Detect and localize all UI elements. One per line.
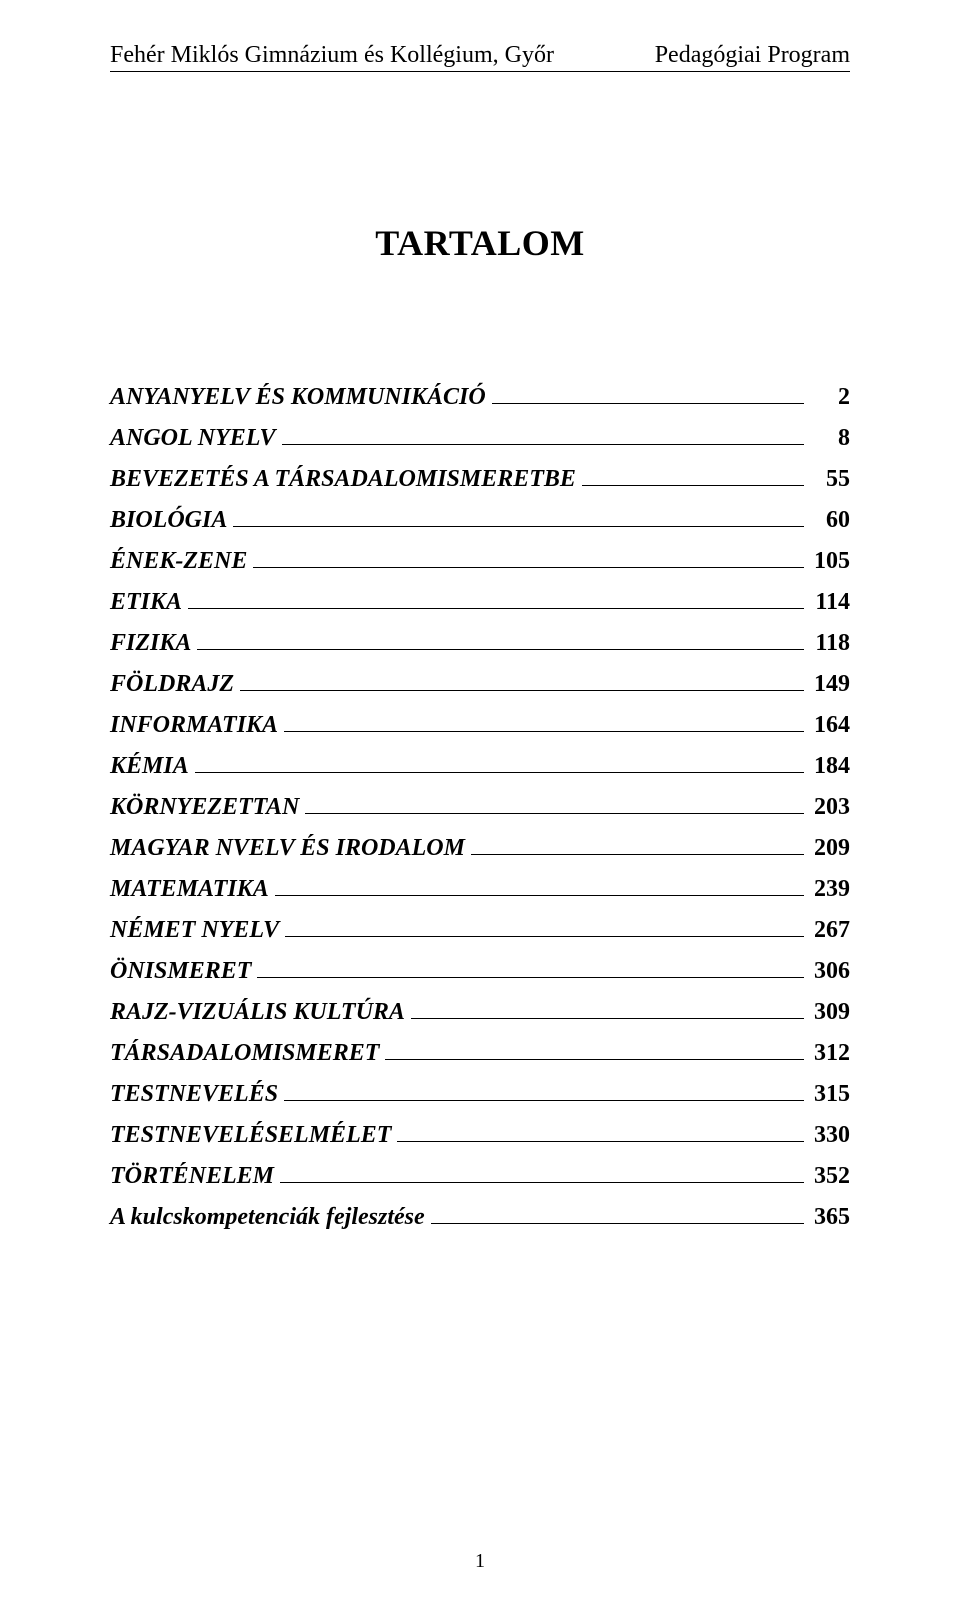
page-title: TARTALOM: [110, 222, 850, 264]
toc-page-number: 164: [810, 712, 850, 739]
toc-leader-line: [257, 977, 804, 978]
toc-page-number: 114: [810, 589, 850, 616]
toc-page-number: 60: [810, 507, 850, 534]
toc-label: MATEMATIKA: [110, 876, 269, 903]
toc-label: ÉNEK-ZENE: [110, 548, 247, 575]
toc-label: ÖNISMERET: [110, 958, 251, 985]
toc-label: TESTNEVELÉSELMÉLET: [110, 1122, 391, 1149]
toc-page-number: 306: [810, 958, 850, 985]
toc-label: KÉMIA: [110, 753, 189, 780]
toc-leader-line: [385, 1059, 804, 1060]
toc-row: ÖNISMERET 306: [110, 958, 850, 985]
toc-leader-line: [492, 403, 804, 404]
toc-row: ETIKA 114: [110, 589, 850, 616]
page: Fehér Miklós Gimnázium és Kollégium, Győ…: [0, 0, 960, 1613]
table-of-contents: ANYANYELV ÉS KOMMUNIKÁCIÓ 2 ANGOL NYELV 8 BE…: [110, 384, 850, 1231]
toc-leader-line: [397, 1141, 804, 1142]
toc-row: INFORMATIKA 164: [110, 712, 850, 739]
toc-leader-line: [280, 1182, 804, 1183]
toc-row: TESTNEVELÉS 315: [110, 1081, 850, 1108]
page-number: 1: [0, 1550, 960, 1573]
toc-page-number: 8: [810, 425, 850, 452]
toc-row: BIOLÓGIA 60: [110, 507, 850, 534]
header-right: Pedagógiai Program: [655, 42, 850, 69]
toc-row: ANGOL NYELV 8: [110, 425, 850, 452]
toc-label: TÁRSADALOMISMERET: [110, 1040, 379, 1067]
toc-label: INFORMATIKA: [110, 712, 278, 739]
toc-label: FÖLDRAJZ: [110, 671, 234, 698]
toc-label: A kulcskompetenciák fejlesztése: [110, 1204, 425, 1231]
toc-row: RAJZ-VIZUÁLIS KULTÚRA 309: [110, 999, 850, 1026]
toc-leader-line: [282, 444, 804, 445]
toc-label: BIOLÓGIA: [110, 507, 227, 534]
toc-row: MATEMATIKA 239: [110, 876, 850, 903]
toc-page-number: 330: [810, 1122, 850, 1149]
toc-page-number: 309: [810, 999, 850, 1026]
toc-row: FIZIKA 118: [110, 630, 850, 657]
toc-leader-line: [195, 772, 804, 773]
toc-row: TESTNEVELÉSELMÉLET 330: [110, 1122, 850, 1149]
toc-label: MAGYAR NVELV ÉS IRODALOM: [110, 835, 465, 862]
toc-leader-line: [411, 1018, 804, 1019]
toc-leader-line: [253, 567, 804, 568]
toc-label: TESTNEVELÉS: [110, 1081, 278, 1108]
toc-leader-line: [305, 813, 804, 814]
toc-label: BEVEZETÉS A TÁRSADALOMISMERETBE: [110, 466, 576, 493]
toc-row: MAGYAR NVELV ÉS IRODALOM 209: [110, 835, 850, 862]
toc-label: ETIKA: [110, 589, 182, 616]
toc-page-number: 239: [810, 876, 850, 903]
toc-page-number: 312: [810, 1040, 850, 1067]
toc-label: RAJZ-VIZUÁLIS KULTÚRA: [110, 999, 405, 1026]
toc-leader-line: [275, 895, 804, 896]
toc-page-number: 315: [810, 1081, 850, 1108]
toc-leader-line: [285, 936, 804, 937]
toc-page-number: 118: [810, 630, 850, 657]
toc-page-number: 149: [810, 671, 850, 698]
toc-label: NÉMET NYELV: [110, 917, 279, 944]
toc-page-number: 184: [810, 753, 850, 780]
toc-label: TÖRTÉNELEM: [110, 1163, 274, 1190]
toc-page-number: 365: [810, 1204, 850, 1231]
toc-page-number: 2: [810, 384, 850, 411]
toc-label: ANGOL NYELV: [110, 425, 276, 452]
toc-leader-line: [197, 649, 804, 650]
toc-row: BEVEZETÉS A TÁRSADALOMISMERETBE 55: [110, 466, 850, 493]
toc-row: TÖRTÉNELEM 352: [110, 1163, 850, 1190]
toc-label: ANYANYELV ÉS KOMMUNIKÁCIÓ: [110, 384, 486, 411]
toc-page-number: 55: [810, 466, 850, 493]
toc-leader-line: [284, 1100, 804, 1101]
toc-row: KÉMIA 184: [110, 753, 850, 780]
toc-page-number: 203: [810, 794, 850, 821]
toc-leader-line: [233, 526, 804, 527]
toc-page-number: 352: [810, 1163, 850, 1190]
toc-row: NÉMET NYELV 267: [110, 917, 850, 944]
toc-row: A kulcskompetenciák fejlesztése 365: [110, 1204, 850, 1231]
toc-leader-line: [431, 1223, 804, 1224]
toc-leader-line: [582, 485, 804, 486]
toc-page-number: 105: [810, 548, 850, 575]
toc-row: ANYANYELV ÉS KOMMUNIKÁCIÓ 2: [110, 384, 850, 411]
toc-row: KÖRNYEZETTAN 203: [110, 794, 850, 821]
toc-leader-line: [240, 690, 804, 691]
toc-row: ÉNEK-ZENE 105: [110, 548, 850, 575]
toc-leader-line: [471, 854, 804, 855]
toc-row: TÁRSADALOMISMERET 312: [110, 1040, 850, 1067]
toc-leader-line: [188, 608, 804, 609]
toc-leader-line: [284, 731, 804, 732]
toc-page-number: 267: [810, 917, 850, 944]
toc-label: FIZIKA: [110, 630, 191, 657]
toc-row: FÖLDRAJZ 149: [110, 671, 850, 698]
running-header: Fehér Miklós Gimnázium és Kollégium, Győ…: [110, 42, 850, 72]
toc-label: KÖRNYEZETTAN: [110, 794, 299, 821]
toc-page-number: 209: [810, 835, 850, 862]
header-left: Fehér Miklós Gimnázium és Kollégium, Győ…: [110, 42, 554, 69]
